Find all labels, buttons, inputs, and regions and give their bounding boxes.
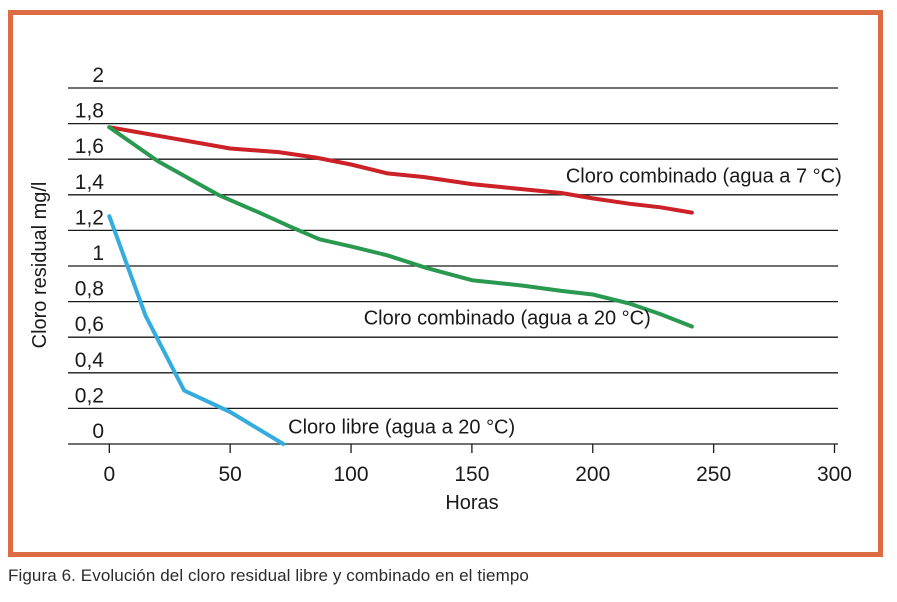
x-tick-label: 300 [817,463,852,486]
chart-frame [8,10,883,557]
curve-combinado-7c [107,125,694,215]
curve-combinado-20c [107,125,694,329]
y-tick-label: 1,6 [75,135,104,158]
figure-caption: Figura 6. Evolución del cloro residual l… [8,566,529,585]
y-axis-title: Cloro residual mg/l [29,182,51,349]
x-axis-title: Horas [445,492,498,514]
y-tick-label: 0 [92,420,104,443]
y-tick-label: 0,2 [75,384,104,407]
y-tick-label: 0,6 [75,313,104,336]
curve-libre-20c [107,214,286,446]
y-tick-label: 1,2 [75,206,104,229]
curve-label-combinado-7c: Cloro combinado (agua a 7 °C) [566,165,842,187]
y-tick-label: 1,4 [75,171,105,194]
curve-label-libre-20c: Cloro libre (agua a 20 °C) [288,416,515,438]
y-tick-label: 0,8 [75,278,104,301]
x-tick-label: 50 [218,463,241,486]
x-tick-label: 200 [575,463,610,486]
x-tick-label: 250 [696,463,731,486]
x-tick-label: 150 [454,463,489,486]
x-tick-label: 100 [334,463,369,486]
x-tick-label: 0 [103,463,115,486]
curve-label-combinado-20c: Cloro combinado (agua a 20 °C) [364,308,651,330]
y-tick-label: 1,8 [75,100,104,123]
y-tick-label: 2 [92,64,104,87]
y-tick-label: 1 [92,242,104,265]
y-tick-label: 0,4 [75,349,105,372]
